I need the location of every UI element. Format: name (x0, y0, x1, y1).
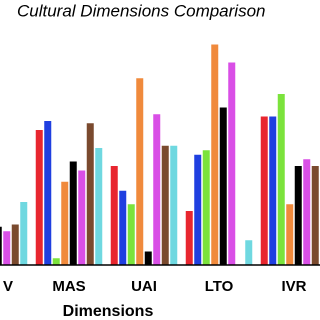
bar (61, 181, 69, 265)
bar (35, 130, 43, 265)
bar (311, 166, 319, 265)
bar (245, 240, 253, 265)
bar (228, 62, 236, 265)
bar (0, 226, 2, 265)
bar (303, 159, 311, 265)
bar (78, 170, 86, 265)
bar (286, 204, 294, 265)
bar (11, 224, 19, 265)
bar (3, 231, 11, 265)
chart-title: Cultural Dimensions Comparison (17, 1, 265, 20)
bar (136, 78, 144, 265)
x-axis-label: Dimensions (63, 303, 154, 320)
bar (20, 202, 28, 265)
bar (219, 107, 227, 265)
bar (277, 94, 285, 265)
bar (95, 148, 103, 265)
bar (269, 116, 277, 265)
x-tick-label: LTO (205, 278, 234, 295)
bar (153, 114, 161, 265)
bar (119, 190, 127, 265)
x-tick-label: V (3, 278, 13, 295)
bar (86, 123, 94, 265)
bar (294, 166, 302, 265)
bar (69, 161, 77, 265)
bar (194, 154, 202, 265)
bar (161, 145, 169, 265)
bar (260, 116, 268, 265)
bar (110, 166, 118, 265)
bar (127, 204, 135, 265)
bar (144, 251, 152, 265)
bar (202, 150, 210, 265)
bar (185, 211, 193, 265)
bar (211, 44, 219, 265)
x-tick-label: UAI (131, 278, 157, 295)
x-tick-label: IVR (281, 278, 306, 295)
bar (170, 145, 178, 265)
bar (52, 258, 60, 265)
bar (44, 121, 52, 265)
x-tick-label: MAS (52, 278, 85, 295)
